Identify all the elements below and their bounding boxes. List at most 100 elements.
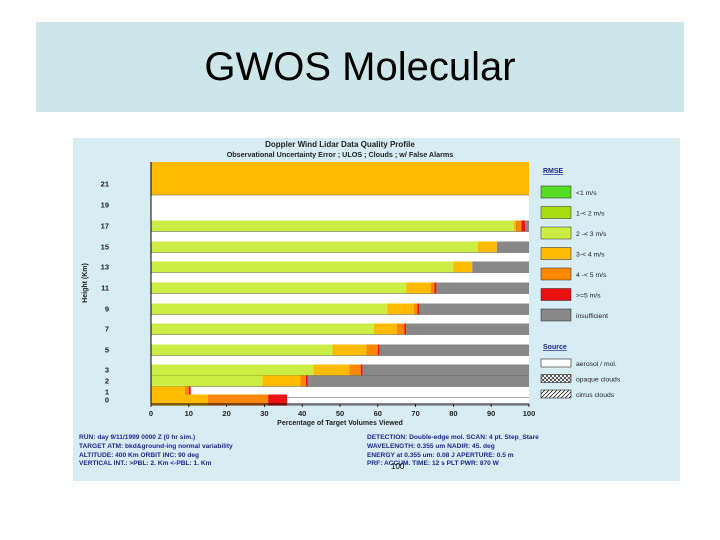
bar-5-6 (379, 344, 529, 356)
bar-1-3 (151, 386, 186, 398)
bar-7-6 (406, 323, 529, 335)
y-tick-label-2: 2 (105, 377, 109, 386)
x-tick-label-70: 70 (411, 409, 419, 418)
y-tick-label-3: 3 (105, 366, 109, 375)
bar-7-5 (404, 323, 407, 335)
y-tick-label-0: 0 (105, 396, 109, 405)
bar-13-3 (453, 261, 473, 273)
target-atm-line: TARGET ATM: bkd&ground-ing normal variab… (79, 442, 233, 450)
y-tick-label-5: 5 (105, 346, 109, 355)
bar-3-2 (151, 364, 314, 376)
x-tick-label-20: 20 (222, 409, 230, 418)
legend-swatch-4 (540, 267, 572, 281)
source-label-1: opaque clouds (576, 377, 621, 384)
run-info-col-2: DETECTION: Double-edge mol. SCAN: 4 pt. … (367, 434, 539, 469)
y-tick-label-17: 17 (101, 222, 109, 231)
page-number: 100 (391, 462, 405, 471)
bar-15-6 (496, 241, 529, 253)
legend-label-6: insufficient (576, 313, 608, 320)
bar-17-6 (525, 220, 529, 232)
detection-line: DETECTION: Double-edge mol. SCAN: 4 pt. … (367, 434, 539, 441)
bar-1-5 (188, 386, 191, 398)
run-info-col-1: RUN: day 9/11/1999 0000 Z (0 hr sim.) TA… (79, 434, 233, 469)
legend-label-4: 4 -< 5 m/s (576, 272, 607, 279)
bar-5-5 (377, 344, 380, 356)
bar-9-6 (419, 303, 529, 315)
bar-5-2 (151, 344, 333, 356)
legend-label-2: 2 -< 3 m/s (576, 231, 607, 238)
bar-0-4 (207, 394, 269, 406)
y-tick-label-9: 9 (105, 305, 109, 314)
bar-1-4 (185, 386, 189, 398)
x-tick-label-100: 100 (523, 409, 536, 418)
prf-line: PRF: ACCUM. TIME: 12 s PLT PWR: 870 W (367, 460, 499, 468)
vertical-int-line: VERTICAL INT.: >PBL: 2. Km <-PBL: 1. Km (79, 460, 212, 468)
altitude-line: ALTITUDE: 400 Km ORBIT INC: 90 deg (79, 451, 200, 459)
y-tick-label-15: 15 (101, 243, 109, 252)
source-swatch-1 (540, 374, 572, 383)
y-tick-label-7: 7 (105, 325, 109, 334)
energy-line: ENERGY at 0.355 um: 0.08 J APERTURE: 0.5… (367, 451, 514, 459)
x-tick-label-0: 0 (149, 409, 153, 418)
bar-7-3 (374, 323, 397, 335)
bar-9-4 (413, 303, 418, 315)
x-tick-label-30: 30 (260, 409, 268, 418)
legend-label-5: >=5 m/s (576, 293, 601, 300)
bar-3-5 (360, 364, 363, 376)
bar-11-4 (430, 282, 435, 294)
source-swatch-0 (540, 358, 572, 368)
bar-2-6 (307, 375, 529, 387)
legend-label-0: <1 m/s (576, 190, 597, 197)
bar-0-5 (268, 394, 288, 406)
bar-5-4 (366, 344, 378, 356)
bar-13-6 (472, 261, 529, 273)
bars-group (151, 162, 529, 406)
bar-0-3 (151, 394, 208, 406)
source-label-2: cirrus clouds (576, 392, 615, 399)
source-swatch-2 (540, 389, 572, 399)
slide-title: GWOS Molecular (204, 44, 516, 89)
legend-swatch-2 (540, 226, 572, 240)
y-tick-label-21: 21 (101, 180, 109, 189)
bar-11-5 (434, 282, 437, 294)
bar-17-5 (521, 220, 526, 232)
run-line: RUN: day 9/11/1999 0000 Z (0 hr sim.) (79, 434, 196, 441)
legend-source: aerosol / mol. opaque clouds cirrus clouds (540, 358, 621, 399)
legend-swatch-6 (540, 308, 572, 322)
legend-rmse: <1 m/s 1-< 2 m/s 2 -< 3 m/s 3-< 4 m/s 4 -< 5… (540, 185, 608, 322)
chart-svg: Doppler Wind Lidar Data Quality Profile … (82, 140, 621, 427)
bar-3-3 (313, 364, 350, 376)
bar-3-4 (349, 364, 361, 376)
bar-15-3 (477, 241, 497, 253)
wavelength-line: WAVELENGTH: 0.355 um NADIR: 45. deg (367, 442, 495, 450)
x-tick-label-80: 80 (449, 409, 457, 418)
bar-11-3 (406, 282, 431, 294)
bar-15-2 (151, 241, 478, 253)
bar-9-2 (151, 303, 388, 315)
bar-9-3 (387, 303, 414, 315)
bar-2-4 (300, 375, 306, 387)
x-tick-label-50: 50 (336, 409, 344, 418)
x-ticks-group: 0 10 20 30 40 50 60 70 80 90 100 (149, 404, 535, 418)
legend-swatch-1 (540, 206, 572, 219)
legend-label-3: 3-< 4 m/s (576, 252, 605, 259)
bar-2-2 (151, 375, 263, 387)
legend-label-1: 1-< 2 m/s (576, 211, 605, 218)
x-tick-label-90: 90 (487, 409, 495, 418)
y-tick-label-1: 1 (105, 388, 109, 397)
legend-swatch-5 (540, 288, 572, 301)
title-banner: GWOS Molecular (36, 22, 684, 112)
x-axis-label: Percentage of Target Volumes Viewed (277, 420, 403, 427)
bar-21-3 (151, 162, 529, 195)
bar-9-5 (417, 303, 420, 315)
legend-swatch-3 (540, 247, 572, 260)
x-tick-label-40: 40 (298, 409, 306, 418)
y-tick-label-11: 11 (101, 284, 109, 293)
bar-17-2 (151, 220, 514, 232)
y-axis-label: Height (Km) (82, 263, 89, 303)
bar-11-6 (436, 282, 529, 294)
bar-7-4 (396, 323, 405, 335)
chart-title: Doppler Wind Lidar Data Quality Profile (265, 140, 415, 149)
chart-subtitle: Observational Uncertainty Error ; ULOS ;… (227, 150, 454, 159)
